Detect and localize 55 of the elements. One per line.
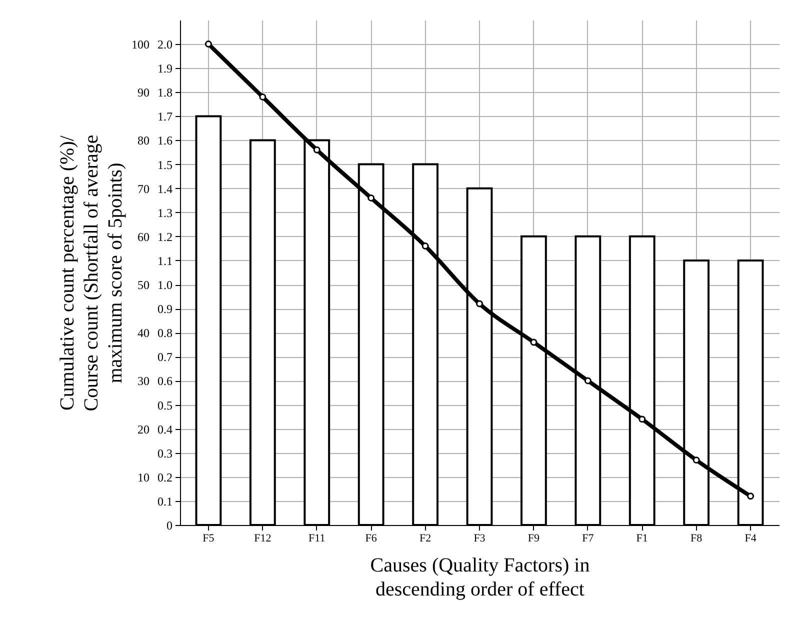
- point: [204, 40, 212, 48]
- y-axis-title: Cumulative count percentage (%)/ Course count (Shortfall of average maximum score of 5points): [56, 134, 126, 412]
- y2-tick-label: 0.6: [158, 374, 172, 388]
- y-tick-label: 50: [138, 278, 150, 292]
- y2-tick-label: 1.1: [158, 254, 172, 268]
- y2-tick-label: 1.4: [158, 182, 172, 196]
- x-tick-label: F1: [636, 532, 648, 544]
- point: [638, 416, 646, 423]
- x-tick-label: F9: [528, 532, 540, 544]
- y2-tick-label: 0.3: [158, 446, 172, 460]
- x-tick-label: F12: [254, 532, 272, 544]
- point: [530, 338, 538, 346]
- y2-tick-label: 1.2: [158, 230, 172, 244]
- point: [584, 377, 592, 384]
- y2-tick-label: 0.4: [158, 422, 172, 436]
- x-tick-label: F11: [308, 532, 326, 544]
- point: [368, 194, 375, 202]
- x-tick-label: F4: [744, 532, 757, 544]
- y2-tick-label: 0: [166, 518, 172, 532]
- y-tick-label: 70: [138, 182, 150, 196]
- point: [692, 456, 700, 464]
- y2-tick-label: 1.5: [158, 158, 172, 172]
- y2-tick-label: 1.7: [158, 110, 172, 124]
- point: [422, 242, 429, 250]
- y-tick-label: 10: [138, 470, 150, 484]
- point: [476, 300, 483, 308]
- y-tick-label: 90: [138, 86, 150, 100]
- y-tick-label: 40: [138, 326, 150, 340]
- x-axis-title: Causes (Quality Factors) in descending order of effect: [370, 554, 590, 600]
- y2-tick-label: 0.2: [158, 470, 172, 484]
- y2-tick-label: 2.0: [158, 38, 172, 52]
- y2-tick-label: 1.3: [158, 206, 172, 220]
- y-tick-label: 20: [138, 422, 150, 436]
- y2-tick-label: 0.5: [158, 398, 172, 412]
- x-tick-label: F2: [419, 532, 432, 544]
- y2-tick-label: 1.8: [158, 86, 172, 100]
- y2-tick-label: 1.0: [158, 278, 172, 292]
- x-tick-label: F8: [690, 532, 703, 544]
- y2-tick-label: 1.9: [158, 62, 172, 76]
- point: [747, 492, 754, 500]
- y2-tick-label: 0.7: [158, 350, 172, 364]
- y2-tick-label: 0.8: [158, 326, 172, 340]
- y2-tick-label: 1.6: [158, 134, 172, 148]
- x-tick-label: F7: [582, 532, 594, 544]
- y-tick-label: 100: [132, 38, 150, 52]
- x-tick-label: F5: [202, 532, 215, 544]
- point: [313, 146, 320, 154]
- y-tick-label: 80: [138, 134, 150, 148]
- x-tick-label: F6: [365, 532, 378, 544]
- y2-tick-label: 0.1: [158, 494, 172, 508]
- y2-tick-label: 0.9: [158, 302, 172, 316]
- x-tick-label: F3: [474, 532, 486, 544]
- point: [259, 93, 266, 100]
- y-tick-label: 30: [138, 374, 150, 388]
- y-tick-label: 60: [138, 230, 150, 244]
